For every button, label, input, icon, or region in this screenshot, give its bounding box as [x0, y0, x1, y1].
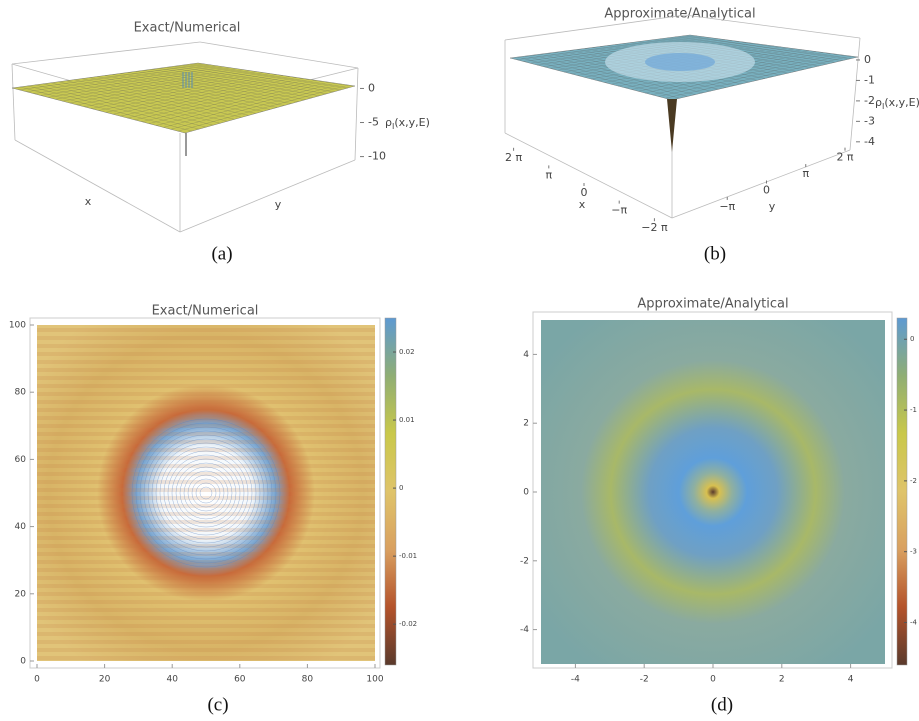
y-tick-label: 0: [763, 184, 770, 197]
surface-bump: [645, 53, 715, 71]
z-tick-label: 0: [368, 81, 375, 94]
density-field: [541, 320, 885, 664]
y-tick-label: π: [802, 167, 809, 180]
colorbar-tick-label: -2: [910, 477, 917, 485]
colorbar: [897, 318, 907, 665]
y-tick-label: 2: [523, 419, 529, 429]
density-ripples: [37, 325, 375, 661]
x-tick-label: π: [545, 168, 552, 181]
box-edge: [12, 42, 200, 64]
box-edge: [672, 150, 850, 218]
z-label-args: (x,y,E): [884, 96, 919, 109]
caption: (c): [207, 694, 228, 715]
z-tick-label: -4: [864, 135, 875, 148]
z-tick-label: -2: [864, 94, 875, 107]
figure: Exact/Numerical0-5-10ρI(x,y,E)xy(a)Appro…: [0, 0, 919, 721]
x-tick-label: −π: [611, 204, 627, 217]
x-tick-label: 2: [779, 675, 785, 685]
colorbar: [385, 318, 396, 665]
box-edge: [685, 15, 860, 38]
y-tick-label: 4: [523, 350, 529, 360]
box-edge: [850, 38, 860, 150]
x-tick-label: 20: [99, 675, 111, 685]
x-tick-label: 100: [366, 675, 383, 685]
colorbar-tick-label: -3: [910, 548, 917, 556]
colorbar-tick-label: -0.01: [399, 552, 417, 560]
x-tick-label: 0: [34, 675, 40, 685]
surface-spike: [667, 99, 677, 152]
z-label-symbol: ρ: [385, 116, 392, 129]
y-tick-label: 20: [15, 589, 27, 599]
z-tick-label: 0: [864, 53, 871, 66]
z-label-symbol: ρ: [875, 96, 882, 109]
z-tick-label: -1: [864, 73, 875, 86]
x-axis-label: x: [579, 198, 586, 211]
y-tick-label: 0: [20, 657, 26, 667]
x-tick-label: 60: [234, 675, 246, 685]
caption: (a): [211, 243, 232, 264]
y-tick-label: 100: [9, 321, 26, 331]
x-tick-label: 0: [710, 675, 716, 685]
chart-title: Approximate/Analytical: [637, 297, 788, 312]
z-axis-label: ρI(x,y,E): [385, 116, 430, 131]
z-tick-label: -5: [368, 116, 379, 129]
colorbar-tick-label: 0.01: [399, 416, 415, 424]
x-tick-label: 4: [848, 675, 854, 685]
y-tick-label: 2 π: [836, 151, 853, 164]
chart-title: Exact/Numerical: [152, 304, 259, 319]
y-tick-label: 60: [15, 455, 27, 465]
x-axis-label: x: [85, 195, 92, 208]
box-edge: [200, 42, 358, 68]
y-axis-label: y: [275, 198, 282, 211]
colorbar-tick-label: -0.02: [399, 620, 417, 628]
x-tick-label: 2 π: [505, 151, 522, 164]
y-tick-label: -4: [520, 625, 529, 635]
colorbar-tick-label: 0: [399, 484, 403, 492]
x-tick-label: −2 π: [641, 221, 668, 234]
colorbar-tick-label: -1: [910, 406, 917, 414]
z-tick-label: -10: [368, 150, 386, 163]
x-tick-label: 80: [302, 675, 314, 685]
y-tick-label: 40: [15, 522, 27, 532]
chart-title: Exact/Numerical: [134, 21, 241, 36]
x-tick-label: -2: [640, 675, 649, 685]
box-edge: [15, 140, 180, 232]
box-edge: [12, 64, 15, 140]
caption: (d): [711, 694, 733, 715]
colorbar-tick-label: 0: [910, 335, 914, 343]
y-axis-label: y: [769, 200, 776, 213]
y-tick-label: -2: [520, 556, 529, 566]
z-tick-label: -3: [864, 114, 875, 127]
colorbar-tick-label: -4: [910, 619, 918, 627]
box-edge: [505, 15, 685, 40]
y-tick-label: 80: [15, 388, 27, 398]
box-edge: [505, 133, 672, 218]
box-edge: [355, 68, 358, 160]
z-label-args: (x,y,E): [394, 116, 430, 129]
x-tick-label: -4: [571, 675, 580, 685]
caption: (b): [704, 243, 726, 264]
y-tick-label: −π: [719, 200, 735, 213]
z-axis-label: ρI(x,y,E): [875, 96, 919, 111]
colorbar-tick-label: 0.02: [399, 348, 415, 356]
box-edge: [180, 160, 355, 232]
x-tick-label: 40: [166, 675, 178, 685]
x-tick-label: 0: [581, 186, 588, 199]
chart-title: Approximate/Analytical: [604, 7, 755, 22]
y-tick-label: 0: [523, 488, 529, 498]
